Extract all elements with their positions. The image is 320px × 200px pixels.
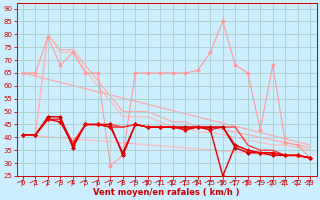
X-axis label: Vent moyen/en rafales ( km/h ): Vent moyen/en rafales ( km/h ) [93,188,240,197]
